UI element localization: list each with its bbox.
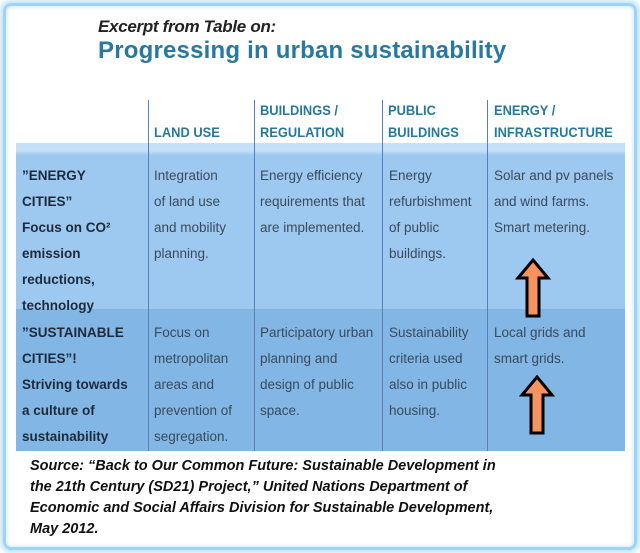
- table-cell: Solar and pv panels and wind farms. Smar…: [494, 168, 614, 235]
- column-header-land-use: LAND USE: [154, 124, 220, 140]
- source-citation: Source: “Back to Our Common Future: Sust…: [30, 458, 496, 537]
- row-label-sustainable-cities: ”SUSTAINABLE CITIES”! Striving towards a…: [22, 325, 128, 444]
- column-header-energy-infrastructure: ENERGY / INFRASTRUCTURE: [494, 102, 613, 140]
- page-title: Progressing in urban sustainability: [98, 37, 507, 64]
- table-cell: Focus on metropolitan areas and preventi…: [154, 325, 233, 444]
- column-divider: [148, 100, 149, 451]
- up-arrow-icon: [515, 258, 551, 318]
- table-cell: Energy refurbishment of public buildings…: [389, 168, 472, 261]
- column-header-public-buildings: PUBLIC BUILDINGS: [388, 102, 459, 140]
- table-cell: Integration of land use and mobility pla…: [154, 168, 227, 261]
- column-header-buildings-regulation: BUILDINGS / REGULATION: [260, 102, 345, 140]
- column-divider: [382, 100, 383, 451]
- up-arrow-icon: [519, 375, 555, 435]
- table-cell: Local grids and smart grids.: [494, 325, 586, 366]
- column-divider: [487, 100, 488, 451]
- table-cell: Energy efficiency requirements that are …: [260, 168, 366, 235]
- subtitle: Excerpt from Table on:: [98, 17, 276, 36]
- table-row-energy-cities: [16, 143, 625, 309]
- table-row-sustainable-cities: [16, 309, 625, 451]
- table-cell: Sustainability criteria used also in pub…: [389, 325, 469, 418]
- table-cell: Participatory urban planning and design …: [260, 325, 374, 418]
- row-label-energy-cities: ”ENERGY CITIES” Focus on CO² emission re…: [22, 168, 111, 313]
- glow-frame: [3, 3, 637, 550]
- column-divider: [254, 100, 255, 451]
